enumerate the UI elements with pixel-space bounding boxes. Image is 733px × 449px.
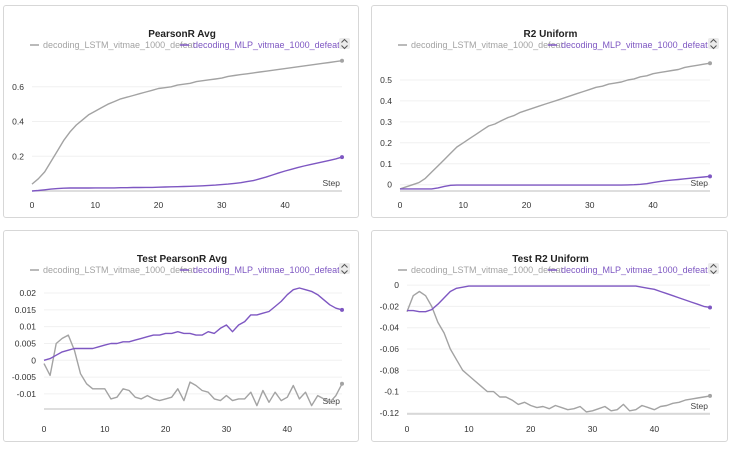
- chevron-up-icon: [341, 38, 348, 43]
- chart-title: Test PearsonR Avg: [137, 254, 227, 265]
- legend-label: decoding_MLP_vitmae_1000_defeat: [193, 265, 340, 275]
- x-tick-label: 30: [222, 424, 232, 434]
- series-line-mlp: [400, 175, 711, 190]
- y-tick-label: 0.01: [19, 322, 36, 332]
- y-tick-label: 0: [394, 280, 399, 290]
- chart-title: Test R2 Uniform: [512, 254, 589, 265]
- y-tick-label: 0.1: [380, 159, 392, 169]
- y-tick-label: -0.04: [380, 323, 400, 333]
- series-end-point-lstm: [708, 61, 712, 66]
- chart-panel-pearsonr-avg: PearsonR Avg decoding_LSTM_vitmae_1000_de…: [3, 5, 359, 218]
- x-tick-label: 10: [91, 200, 101, 210]
- y-tick-label: -0.01: [17, 389, 37, 399]
- chart-panel-test-r2-uniform: Test R2 Uniform decoding_LSTM_vitmae_1000…: [371, 230, 728, 442]
- series-line-lstm: [31, 60, 343, 185]
- series-end-point-lstm: [708, 393, 712, 398]
- series-end-point-mlp: [708, 174, 712, 179]
- series-line-lstm: [406, 290, 711, 413]
- x-tick-label: 30: [588, 424, 598, 434]
- y-tick-label: -0.12: [380, 408, 400, 418]
- y-tick-label: 0: [31, 355, 36, 365]
- series-line-lstm: [399, 62, 711, 190]
- legend-label: decoding_LSTM_vitmae_1000_defeat: [411, 265, 564, 275]
- y-tick-label: 0: [387, 180, 392, 190]
- chevron-down-icon: [341, 45, 348, 50]
- y-tick-label: 0.6: [12, 82, 24, 92]
- chevron-down-icon: [710, 45, 717, 50]
- x-tick-label: 0: [30, 200, 35, 210]
- x-tick-label: 0: [405, 424, 410, 434]
- y-tick-label: 0.4: [12, 117, 24, 127]
- y-tick-label: 0.005: [15, 338, 37, 348]
- legend-label: decoding_MLP_vitmae_1000_defeat: [193, 40, 340, 50]
- x-axis-label: Step: [323, 178, 341, 188]
- x-tick-label: 20: [526, 424, 536, 434]
- series-end-point-lstm: [340, 58, 344, 63]
- x-tick-label: 20: [161, 424, 171, 434]
- chart-svg-test-pearsonr-avg: Test PearsonR Avgdecoding_LSTM_vitmae_10…: [12, 254, 350, 434]
- x-tick-label: 30: [585, 200, 595, 210]
- series-end-point-mlp: [708, 305, 712, 310]
- chevron-up-down-icon[interactable]: [339, 263, 350, 275]
- chevron-up-down-icon[interactable]: [339, 38, 350, 50]
- y-tick-label: 0.2: [12, 151, 24, 161]
- series-end-point-lstm: [340, 381, 344, 386]
- x-tick-label: 10: [100, 424, 110, 434]
- legend-label: decoding_MLP_vitmae_1000_defeat: [561, 40, 708, 50]
- x-tick-label: 30: [217, 200, 227, 210]
- legend-label: decoding_MLP_vitmae_1000_defeat: [561, 265, 708, 275]
- chart-title: PearsonR Avg: [148, 29, 216, 40]
- x-tick-label: 40: [283, 424, 293, 434]
- x-tick-label: 40: [650, 424, 660, 434]
- chevron-up-down-icon[interactable]: [708, 38, 719, 50]
- chevron-down-icon: [710, 270, 717, 275]
- x-tick-label: 10: [459, 200, 469, 210]
- series-end-point-mlp: [340, 307, 344, 312]
- y-tick-label: -0.005: [12, 372, 36, 382]
- y-tick-label: -0.02: [380, 301, 400, 311]
- y-tick-label: 0.5: [380, 75, 392, 85]
- x-tick-label: 10: [464, 424, 474, 434]
- x-axis-label: Step: [691, 178, 709, 188]
- chevron-up-icon: [710, 38, 717, 43]
- x-tick-label: 20: [522, 200, 532, 210]
- chart-title: R2 Uniform: [524, 29, 578, 40]
- chevron-up-icon: [341, 263, 348, 268]
- chart-svg-test-r2-uniform: Test R2 Uniformdecoding_LSTM_vitmae_1000…: [380, 254, 719, 434]
- x-axis-label: Step: [691, 401, 709, 411]
- series-end-point-mlp: [340, 155, 344, 160]
- y-tick-label: 0.015: [15, 305, 37, 315]
- legend-label: decoding_LSTM_vitmae_1000_defeat: [43, 265, 196, 275]
- x-tick-label: 20: [154, 200, 164, 210]
- chevron-down-icon: [341, 270, 348, 275]
- x-tick-label: 40: [648, 200, 658, 210]
- y-tick-label: -0.08: [380, 365, 400, 375]
- chart-svg-r2-uniform: R2 Uniformdecoding_LSTM_vitmae_1000_defe…: [380, 29, 719, 210]
- legend-label: decoding_LSTM_vitmae_1000_defeat: [411, 40, 564, 50]
- chart-panel-test-pearsonr-avg: Test PearsonR Avg decoding_LSTM_vitmae_10…: [3, 230, 359, 442]
- series-line-mlp: [31, 156, 343, 192]
- y-tick-label: 0.02: [19, 288, 36, 298]
- chart-panel-r2-uniform: R2 Uniform decoding_LSTM_vitmae_1000_defe…: [371, 5, 728, 218]
- y-tick-label: 0.2: [380, 138, 392, 148]
- chevron-up-icon: [710, 263, 717, 268]
- x-tick-label: 40: [280, 200, 290, 210]
- y-tick-label: -0.1: [384, 387, 399, 397]
- y-tick-label: -0.06: [380, 344, 400, 354]
- chevron-up-down-icon[interactable]: [708, 263, 719, 275]
- series-line-mlp: [43, 287, 343, 361]
- y-tick-label: 0.4: [380, 96, 392, 106]
- legend-label: decoding_LSTM_vitmae_1000_defeat: [43, 40, 196, 50]
- y-tick-label: 0.3: [380, 117, 392, 127]
- chart-svg-pearsonr-avg: PearsonR Avgdecoding_LSTM_vitmae_1000_de…: [12, 29, 350, 210]
- x-tick-label: 0: [398, 200, 403, 210]
- x-tick-label: 0: [42, 424, 47, 434]
- series-line-lstm: [43, 334, 343, 407]
- series-line-mlp: [407, 285, 711, 313]
